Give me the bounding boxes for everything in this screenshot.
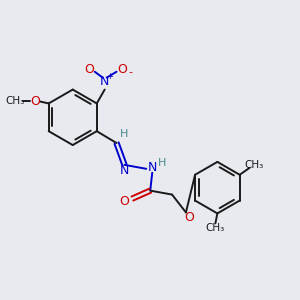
Text: CH₃: CH₃ <box>206 223 225 233</box>
Text: H: H <box>120 129 129 139</box>
Text: O: O <box>118 63 128 76</box>
Text: +: + <box>106 72 113 81</box>
Text: N: N <box>100 75 110 88</box>
Text: -: - <box>128 67 132 77</box>
Text: O: O <box>84 63 94 76</box>
Text: O: O <box>119 195 129 208</box>
Text: O: O <box>30 95 40 108</box>
Text: N: N <box>148 161 157 174</box>
Text: CH₃: CH₃ <box>244 160 263 170</box>
Text: N: N <box>120 164 129 177</box>
Text: CH₃: CH₃ <box>5 97 25 106</box>
Text: O: O <box>184 211 194 224</box>
Text: H: H <box>158 158 166 168</box>
